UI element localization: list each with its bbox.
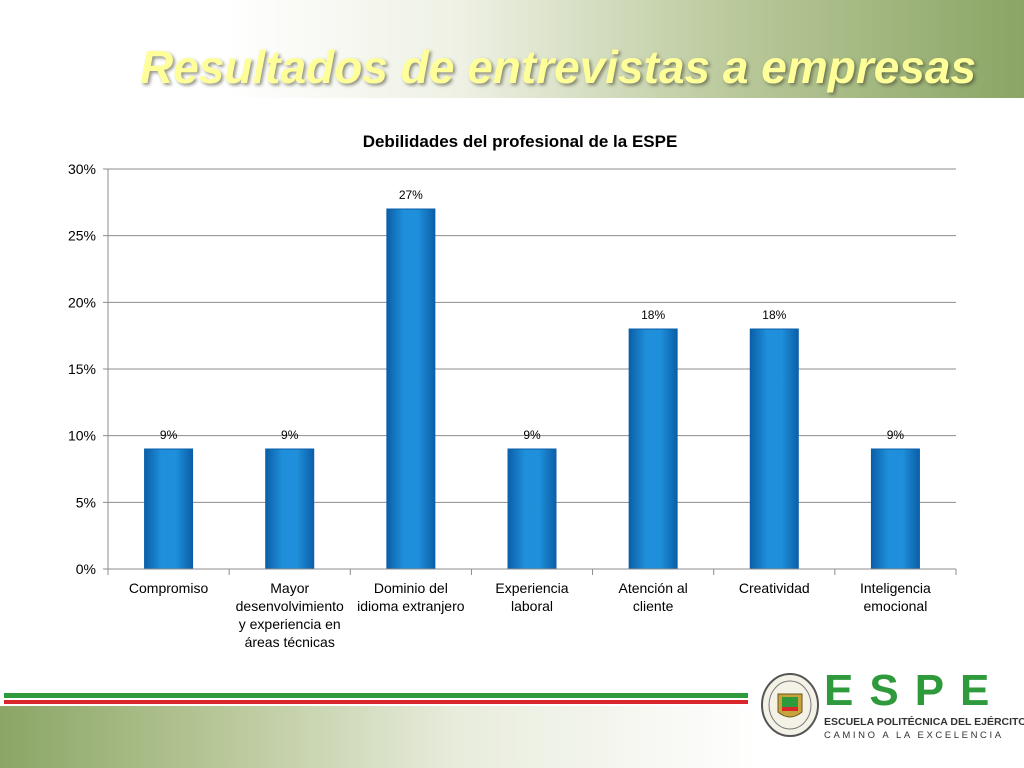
espe-seal-icon xyxy=(761,673,819,737)
x-tick-label-line: emocional xyxy=(864,598,928,614)
x-tick-label-line: Experiencia xyxy=(495,580,568,596)
bar xyxy=(870,448,920,570)
data-label: 18% xyxy=(762,308,786,322)
bar xyxy=(144,448,194,570)
x-tick-label-line: Inteligencia xyxy=(860,580,931,596)
x-tick-label-line: áreas técnicas xyxy=(245,634,335,650)
y-tick-label: 10% xyxy=(68,428,96,444)
x-tick-label: Inteligencia emocional xyxy=(860,580,931,614)
x-tick-label: Creatividad xyxy=(739,580,810,596)
data-label: 9% xyxy=(887,428,905,442)
x-tick-label-line: cliente xyxy=(633,598,674,614)
data-label: 18% xyxy=(641,308,665,322)
x-tick-label-line: Compromiso xyxy=(129,580,209,596)
bar xyxy=(265,448,315,570)
data-label: 9% xyxy=(523,428,541,442)
brand-name: ESPE xyxy=(824,666,1006,715)
header-band xyxy=(0,0,1024,98)
x-tick-label-line: Creatividad xyxy=(739,580,810,596)
x-tick-label-line: y experiencia en xyxy=(239,616,341,632)
data-label: 27% xyxy=(399,188,423,202)
y-tick-label: 25% xyxy=(68,228,96,244)
y-tick-label: 15% xyxy=(68,361,96,377)
x-tick-label: Mayor desenvolvimiento y experiencia en áre… xyxy=(236,580,344,650)
bar xyxy=(628,328,678,570)
x-tick-label-line: desenvolvimiento xyxy=(236,598,344,614)
x-tick-label-line: Mayor xyxy=(270,580,309,596)
x-tick-label-line: Dominio del xyxy=(374,580,448,596)
x-tick-label: Experiencia laboral xyxy=(495,580,568,614)
y-tick-label: 30% xyxy=(68,161,96,177)
x-tick-label-line: idioma extranjero xyxy=(357,598,465,614)
y-tick-label: 5% xyxy=(76,494,96,510)
footer-band xyxy=(0,706,760,768)
bar xyxy=(749,328,799,570)
bar xyxy=(386,208,436,570)
footer-stripe-green xyxy=(4,693,748,698)
bar xyxy=(507,448,557,570)
x-tick-label-line: laboral xyxy=(511,598,553,614)
x-tick-label: Compromiso xyxy=(129,580,209,596)
data-label: 9% xyxy=(281,428,299,442)
y-tick-label: 0% xyxy=(76,561,96,577)
y-tick-label: 20% xyxy=(68,294,96,310)
slide-title: Resultados de entrevistas a empresas xyxy=(140,41,977,93)
bar-chart: Debilidades del profesional de la ESPE 0%… xyxy=(68,132,957,650)
data-label: 9% xyxy=(160,428,178,442)
x-tick-label: Atención al cliente xyxy=(619,580,688,614)
x-tick-label-line: Atención al xyxy=(619,580,688,596)
espe-logo: ESPE ESCUELA POLITÉCNICA DEL EJÉRCITO CA… xyxy=(752,664,1024,768)
x-tick-label: Dominio del idioma extranjero xyxy=(357,580,465,614)
chart-title: Debilidades del profesional de la ESPE xyxy=(363,132,678,151)
footer-stripe-red xyxy=(4,700,748,704)
brand-motto: CAMINO A LA EXCELENCIA xyxy=(824,730,1004,741)
brand-subtitle: ESCUELA POLITÉCNICA DEL EJÉRCITO xyxy=(824,716,1024,728)
